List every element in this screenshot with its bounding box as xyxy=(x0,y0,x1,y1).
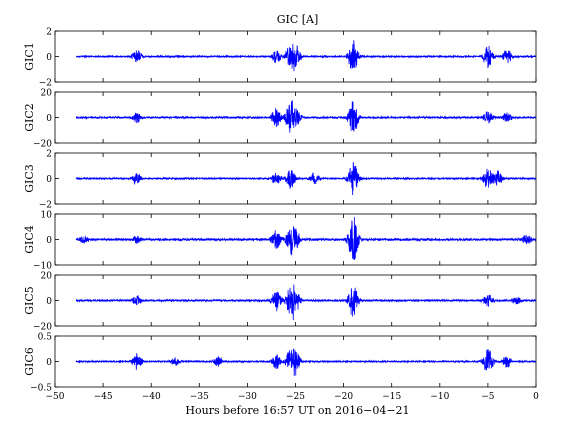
series-line xyxy=(75,40,536,72)
x-tick-label: −15 xyxy=(382,392,401,402)
y-tick-label: 0 xyxy=(46,236,52,246)
y-tick-label: 0 xyxy=(46,297,52,307)
panel-frame xyxy=(54,91,537,144)
y-tick-label: 0.5 xyxy=(38,333,53,343)
y-axis-label: GIC1 xyxy=(23,42,36,71)
y-tick-label: 10 xyxy=(41,211,53,221)
y-tick-label: −2 xyxy=(39,79,52,89)
x-tick-label: −5 xyxy=(481,392,495,402)
y-axis-label: GIC2 xyxy=(23,103,36,132)
y-tick-label: 20 xyxy=(41,272,53,282)
x-tick-label: −25 xyxy=(286,392,305,402)
x-tick-label: −50 xyxy=(46,392,65,402)
y-tick-label: −10 xyxy=(33,262,52,272)
panel-frame xyxy=(54,274,537,327)
chart-title: GIC [A] xyxy=(277,13,319,26)
panel-frame xyxy=(54,213,537,266)
x-tick-label: −40 xyxy=(142,392,161,402)
y-tick-label: 0 xyxy=(46,358,52,368)
y-tick-label: −2 xyxy=(39,201,52,211)
y-axis-label: GIC3 xyxy=(23,164,36,193)
panel-frame xyxy=(54,30,537,83)
x-tick-label: 0 xyxy=(533,392,539,402)
panel-frame xyxy=(54,335,537,388)
y-tick-label: −20 xyxy=(33,140,52,150)
y-tick-label: 0 xyxy=(46,114,52,124)
x-tick-label: −45 xyxy=(94,392,113,402)
y-axis-label: GIC5 xyxy=(23,286,36,315)
series-line xyxy=(75,348,536,377)
y-tick-label: 2 xyxy=(46,28,52,38)
x-tick-label: −30 xyxy=(238,392,257,402)
panels: 20−2GIC1200−20GIC220−2GIC3100−10GIC4200−… xyxy=(23,28,539,403)
y-tick-label: 2 xyxy=(46,150,52,160)
series-line xyxy=(75,284,536,321)
y-tick-label: 0 xyxy=(46,175,52,185)
x-tick-label: −35 xyxy=(190,392,209,402)
panel-frame xyxy=(54,152,537,205)
y-tick-label: −0.5 xyxy=(30,384,52,394)
series-line xyxy=(75,100,536,133)
y-tick-label: 20 xyxy=(41,89,53,99)
panel-6: 0.5 0 −0.5 GIC6 xyxy=(23,333,537,394)
y-tick-label: −20 xyxy=(33,323,52,333)
panel-5: 20 0 −20 GIC5 xyxy=(23,272,537,333)
x-tick-label: −20 xyxy=(334,392,353,402)
panel-2: 20 0 −20 GIC2 xyxy=(23,89,537,150)
series-line xyxy=(75,161,536,195)
x-axis-label: Hours before 16:57 UT on 2016−04−21 xyxy=(185,404,409,417)
x-tick-label: −10 xyxy=(430,392,449,402)
y-axis-label: GIC6 xyxy=(23,347,36,376)
y-axis-label: GIC4 xyxy=(23,225,36,254)
y-tick-label: 0 xyxy=(46,53,52,63)
series-line xyxy=(75,217,536,260)
panel-4: 10 0 −10 GIC4 xyxy=(23,211,537,272)
